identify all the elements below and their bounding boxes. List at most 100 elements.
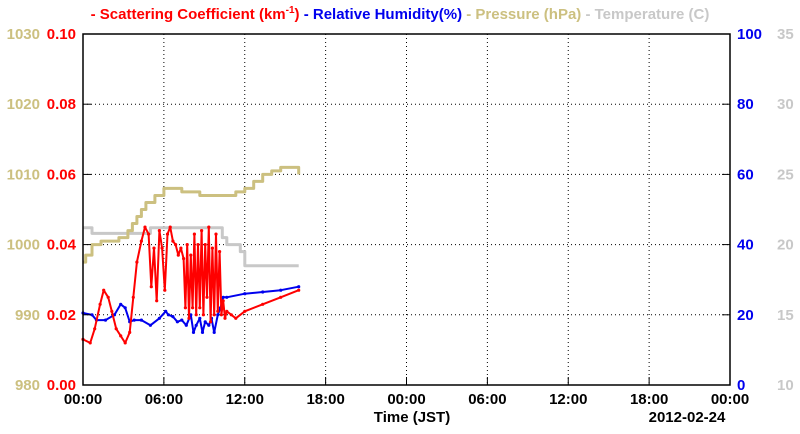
x-tick-label: 18:00 xyxy=(630,391,668,408)
data-point-scattering-coefficient-km-1 xyxy=(210,246,214,250)
data-point-scattering-coefficient-km-1 xyxy=(135,260,139,264)
x-tick-label: 00:00 xyxy=(711,391,749,408)
data-point-scattering-coefficient-km-1 xyxy=(157,229,161,233)
legend-text: - Scattering Coefficient (km-1) - Relati… xyxy=(91,5,710,23)
data-point-relative-humidity xyxy=(139,318,143,322)
humidity-axis-tick-label: 40 xyxy=(737,237,754,254)
data-point-scattering-coefficient-km-1 xyxy=(185,243,189,247)
data-point-scattering-coefficient-km-1 xyxy=(131,295,135,299)
data-point-relative-humidity xyxy=(261,290,265,294)
data-point-relative-humidity xyxy=(157,316,161,320)
legend-item-close: ) xyxy=(295,6,300,23)
data-point-scattering-coefficient-km-1 xyxy=(189,253,193,257)
x-tick-label: 06:00 xyxy=(145,391,183,408)
data-point-relative-humidity xyxy=(279,288,283,292)
data-point-scattering-coefficient-km-1 xyxy=(160,246,164,250)
data-point-scattering-coefficient-km-1 xyxy=(128,330,132,334)
humidity-axis-tick-label: 100 xyxy=(737,26,762,43)
data-point-relative-humidity xyxy=(123,306,127,310)
data-point-scattering-coefficient-km-1 xyxy=(198,306,202,310)
temperature-axis-tick-label: 10 xyxy=(777,377,794,394)
data-point-scattering-coefficient-km-1 xyxy=(214,232,218,236)
data-point-relative-humidity xyxy=(148,323,152,327)
data-point-relative-humidity xyxy=(212,330,216,334)
legend-item: - Scattering Coefficient (km xyxy=(91,6,286,23)
data-point-scattering-coefficient-km-1 xyxy=(174,243,178,247)
x-tick-label: 12:00 xyxy=(549,391,587,408)
data-point-scattering-coefficient-km-1 xyxy=(176,253,180,257)
data-point-scattering-coefficient-km-1 xyxy=(102,288,106,292)
pressure-axis-tick-label: 1030 xyxy=(7,26,40,43)
data-point-scattering-coefficient-km-1 xyxy=(279,295,283,299)
data-point-relative-humidity xyxy=(203,320,207,324)
data-point-scattering-coefficient-km-1 xyxy=(165,232,170,236)
data-point-scattering-coefficient-km-1 xyxy=(152,246,156,250)
data-point-scattering-coefficient-km-1 xyxy=(163,288,167,292)
data-point-scattering-coefficient-km-1 xyxy=(216,309,220,313)
data-point-scattering-coefficient-km-1 xyxy=(219,313,223,317)
data-point-scattering-coefficient-km-1 xyxy=(261,302,265,306)
data-point-relative-humidity xyxy=(191,330,196,334)
data-point-scattering-coefficient-km-1 xyxy=(207,225,211,229)
humidity-axis-tick-label: 20 xyxy=(737,307,754,324)
data-point-scattering-coefficient-km-1 xyxy=(196,243,200,247)
chart-series xyxy=(81,165,301,345)
data-point-scattering-coefficient-km-1 xyxy=(155,299,159,303)
data-point-scattering-coefficient-km-1 xyxy=(218,250,222,254)
data-point-scattering-coefficient-km-1 xyxy=(179,246,183,250)
chart-grid xyxy=(83,34,730,385)
x-tick-label: 06:00 xyxy=(468,391,506,408)
legend-item: - Pressure (hPa) xyxy=(462,6,581,23)
data-point-relative-humidity xyxy=(103,318,108,322)
data-point-scattering-coefficient-km-1 xyxy=(149,285,153,289)
pressure-axis-tick-label: 1020 xyxy=(7,96,40,113)
date-label: 2012-02-24 xyxy=(649,409,726,426)
data-point-relative-humidity xyxy=(198,316,202,320)
x-tick-label: 00:00 xyxy=(387,391,425,408)
data-point-scattering-coefficient-km-1 xyxy=(114,327,118,331)
data-point-scattering-coefficient-km-1 xyxy=(139,239,143,243)
data-point-scattering-coefficient-km-1 xyxy=(98,302,102,306)
data-point-scattering-coefficient-km-1 xyxy=(147,232,151,236)
data-point-relative-humidity xyxy=(297,285,301,289)
humidity-axis-tick-label: 0 xyxy=(737,377,745,394)
data-point-relative-humidity xyxy=(171,315,175,319)
data-point-scattering-coefficient-km-1 xyxy=(209,320,213,324)
data-point-scattering-coefficient-km-1 xyxy=(182,257,186,261)
data-point-scattering-coefficient-km-1 xyxy=(223,316,227,320)
data-point-scattering-coefficient-km-1 xyxy=(297,288,301,292)
x-axis-label: Time (JST) xyxy=(374,409,450,426)
data-point-scattering-coefficient-km-1 xyxy=(168,225,172,229)
data-point-scattering-coefficient-km-1 xyxy=(187,316,191,320)
data-point-scattering-coefficient-km-1 xyxy=(171,239,175,243)
scattering-axis-tick-label: 0.00 xyxy=(47,377,76,394)
legend-item: - Relative Humidity(%) xyxy=(300,6,463,23)
humidity-axis-tick-label: 60 xyxy=(737,166,754,183)
pressure-axis-tick-label: 990 xyxy=(15,307,40,324)
scattering-axis-tick-label: 0.10 xyxy=(47,26,76,43)
pressure-axis-tick-label: 1000 xyxy=(7,237,40,254)
data-point-relative-humidity xyxy=(225,295,229,299)
temperature-axis-tick-label: 20 xyxy=(777,237,794,254)
data-point-scattering-coefficient-km-1 xyxy=(119,334,123,338)
x-tick-label: 12:00 xyxy=(226,391,264,408)
data-point-scattering-coefficient-km-1 xyxy=(221,299,225,303)
data-point-scattering-coefficient-km-1 xyxy=(229,313,233,317)
data-point-relative-humidity xyxy=(164,309,168,313)
data-point-relative-humidity xyxy=(184,323,188,327)
data-point-scattering-coefficient-km-1 xyxy=(212,313,216,317)
data-point-scattering-coefficient-km-1 xyxy=(225,309,229,313)
legend-item-superscript: -1 xyxy=(286,5,295,16)
scattering-axis-tick-label: 0.08 xyxy=(47,96,76,113)
data-point-scattering-coefficient-km-1 xyxy=(191,306,195,310)
humidity-axis-tick-label: 80 xyxy=(737,96,754,113)
data-point-scattering-coefficient-km-1 xyxy=(200,229,204,233)
temperature-axis-tick-label: 25 xyxy=(777,166,794,183)
chart-axes: 00:00 06:00 12:00 18:00 00:00 06:00 12:00 18:00… xyxy=(7,26,794,408)
data-point-relative-humidity xyxy=(180,318,184,322)
data-point-relative-humidity xyxy=(243,292,247,296)
data-point-scattering-coefficient-km-1 xyxy=(234,316,238,320)
data-point-scattering-coefficient-km-1 xyxy=(110,309,114,313)
series-line-pressure-hpa xyxy=(83,165,301,264)
legend-item: - Temperature (C) xyxy=(581,6,709,23)
